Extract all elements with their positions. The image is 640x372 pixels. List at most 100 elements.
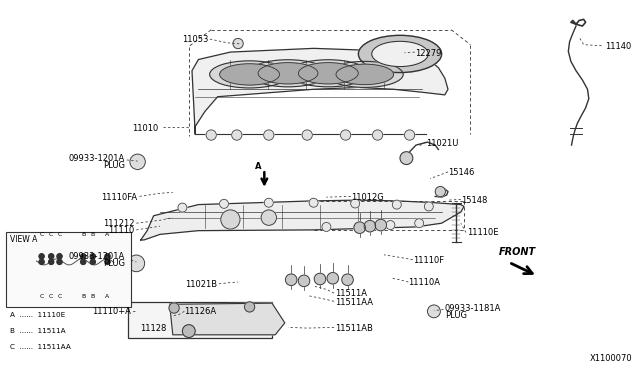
- Polygon shape: [170, 303, 285, 335]
- Text: 09933-1181A: 09933-1181A: [445, 304, 501, 313]
- Ellipse shape: [326, 61, 403, 87]
- Ellipse shape: [358, 35, 442, 73]
- Circle shape: [105, 254, 110, 259]
- Circle shape: [309, 198, 318, 207]
- Circle shape: [128, 255, 145, 272]
- Circle shape: [322, 222, 331, 231]
- Circle shape: [302, 130, 312, 140]
- Circle shape: [342, 274, 353, 285]
- Text: PLUG: PLUG: [445, 311, 467, 320]
- Circle shape: [415, 219, 424, 228]
- Circle shape: [182, 325, 195, 337]
- Text: 11021B: 11021B: [186, 280, 218, 289]
- Text: B: B: [81, 294, 85, 298]
- Circle shape: [232, 130, 242, 140]
- Circle shape: [81, 259, 86, 264]
- Ellipse shape: [248, 60, 328, 87]
- Text: 11110E: 11110E: [467, 228, 499, 237]
- Text: 11110F: 11110F: [413, 256, 444, 265]
- Text: 11511AA: 11511AA: [335, 298, 372, 307]
- Circle shape: [90, 259, 95, 264]
- Circle shape: [392, 200, 401, 209]
- Circle shape: [261, 210, 276, 225]
- Circle shape: [57, 254, 62, 259]
- Text: 15148: 15148: [461, 196, 487, 205]
- Text: C: C: [49, 232, 53, 237]
- Ellipse shape: [372, 41, 428, 67]
- Text: B: B: [91, 294, 95, 298]
- Text: 11110A: 11110A: [408, 278, 440, 287]
- Circle shape: [221, 210, 240, 229]
- Circle shape: [49, 254, 54, 259]
- Text: A  ......  11110E: A ...... 11110E: [10, 312, 65, 318]
- Text: 09933-1201A: 09933-1201A: [68, 252, 125, 261]
- Text: 15146: 15146: [448, 169, 474, 177]
- Text: 11010: 11010: [132, 124, 159, 133]
- Text: FRONT: FRONT: [499, 247, 536, 257]
- Circle shape: [400, 152, 413, 164]
- Circle shape: [327, 273, 339, 284]
- Circle shape: [364, 221, 376, 232]
- Text: C: C: [49, 294, 53, 298]
- Text: B: B: [81, 232, 85, 237]
- Text: 11511A: 11511A: [335, 289, 367, 298]
- Text: C: C: [58, 294, 61, 298]
- Polygon shape: [141, 200, 464, 240]
- Circle shape: [424, 202, 433, 211]
- Polygon shape: [192, 48, 448, 134]
- Circle shape: [314, 273, 326, 285]
- Text: 11021U: 11021U: [426, 139, 458, 148]
- Text: X1100070: X1100070: [589, 354, 632, 363]
- Circle shape: [435, 186, 445, 197]
- Circle shape: [340, 130, 351, 140]
- Circle shape: [105, 259, 110, 264]
- Circle shape: [264, 198, 273, 207]
- Text: 11126A: 11126A: [184, 307, 216, 316]
- Circle shape: [351, 199, 360, 208]
- Text: C: C: [58, 232, 61, 237]
- Bar: [128, 302, 272, 338]
- Circle shape: [49, 259, 54, 264]
- Circle shape: [404, 130, 415, 140]
- Circle shape: [81, 254, 86, 259]
- Text: 12279: 12279: [415, 49, 441, 58]
- Text: PLUG: PLUG: [103, 259, 125, 268]
- Text: C  ......  11511AA: C ...... 11511AA: [10, 344, 70, 350]
- Text: 11110: 11110: [108, 226, 134, 235]
- Text: C: C: [40, 232, 44, 237]
- Circle shape: [264, 130, 274, 140]
- Text: 11012G: 11012G: [351, 193, 383, 202]
- Text: C: C: [40, 294, 44, 298]
- Circle shape: [90, 254, 95, 259]
- Circle shape: [354, 222, 363, 231]
- Circle shape: [375, 219, 387, 231]
- Text: B: B: [91, 232, 95, 237]
- Circle shape: [372, 130, 383, 140]
- Circle shape: [244, 302, 255, 312]
- Ellipse shape: [258, 62, 318, 84]
- Circle shape: [206, 130, 216, 140]
- Circle shape: [298, 275, 310, 286]
- Text: B  ......  11511A: B ...... 11511A: [10, 328, 65, 334]
- Circle shape: [130, 154, 145, 170]
- Circle shape: [178, 203, 187, 212]
- Bar: [6, 232, 131, 307]
- Circle shape: [169, 303, 179, 313]
- Ellipse shape: [289, 60, 368, 87]
- Circle shape: [39, 259, 44, 264]
- Text: 11110FA: 11110FA: [102, 193, 138, 202]
- Text: A: A: [106, 294, 109, 298]
- Circle shape: [220, 199, 228, 208]
- Ellipse shape: [220, 64, 280, 85]
- Ellipse shape: [298, 62, 358, 84]
- Circle shape: [285, 274, 297, 285]
- Text: 11140: 11140: [605, 42, 631, 51]
- Text: 11053: 11053: [182, 35, 208, 44]
- Text: A: A: [106, 232, 109, 237]
- Ellipse shape: [336, 64, 394, 84]
- Ellipse shape: [210, 61, 289, 88]
- Circle shape: [386, 221, 395, 230]
- Circle shape: [57, 259, 62, 264]
- Text: 09933-1201A: 09933-1201A: [68, 154, 125, 163]
- Circle shape: [354, 222, 365, 233]
